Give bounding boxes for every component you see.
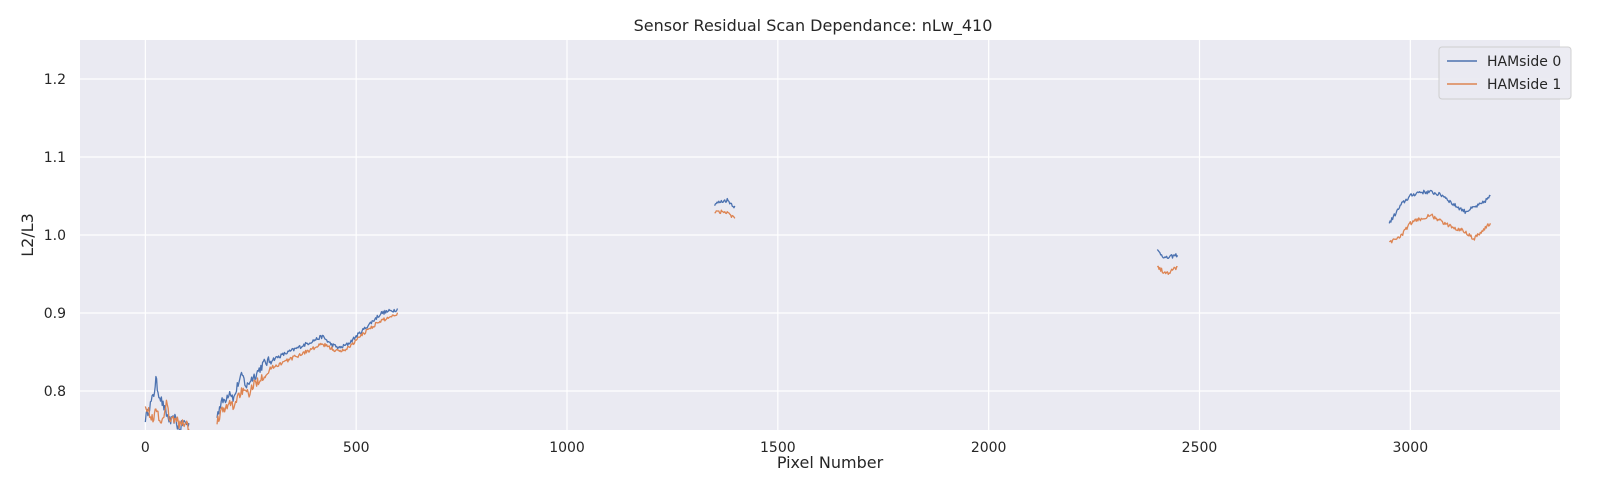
x-tick-label: 500 <box>343 440 370 456</box>
x-tick-labels: 0 500 1000 1500 2000 2500 3000 <box>141 440 1428 456</box>
legend-label-hamside-0: HAMside 0 <box>1487 54 1561 70</box>
x-tick-label: 0 <box>141 440 150 456</box>
y-tick-label: 1.1 <box>44 150 66 166</box>
series-line-hamside-0 <box>144 189 1491 430</box>
series-layer <box>144 189 1492 430</box>
x-tick-label: 2000 <box>971 440 1007 456</box>
grid-lines <box>80 40 1560 430</box>
y-tick-label: 1.2 <box>44 72 66 88</box>
y-tick-label: 0.8 <box>44 384 66 400</box>
y-tick-label: 0.9 <box>44 306 66 322</box>
series-line-hamside-1 <box>144 209 1492 430</box>
y-axis-label: L2/L3 <box>18 213 37 257</box>
x-tick-label: 1000 <box>549 440 585 456</box>
y-tick-labels: 0.8 0.9 1.0 1.1 1.2 <box>44 72 66 400</box>
legend: HAMside 0 HAMside 1 <box>1438 46 1572 100</box>
chart-title: Sensor Residual Scan Dependance: nLw_410 <box>634 16 993 36</box>
x-axis-label: Pixel Number <box>777 453 884 472</box>
y-tick-label: 1.0 <box>44 228 66 244</box>
x-tick-label: 1500 <box>760 440 796 456</box>
legend-label-hamside-1: HAMside 1 <box>1487 77 1561 93</box>
legend-box <box>1438 46 1572 100</box>
x-tick-label: 3000 <box>1392 440 1428 456</box>
x-tick-label: 2500 <box>1182 440 1218 456</box>
